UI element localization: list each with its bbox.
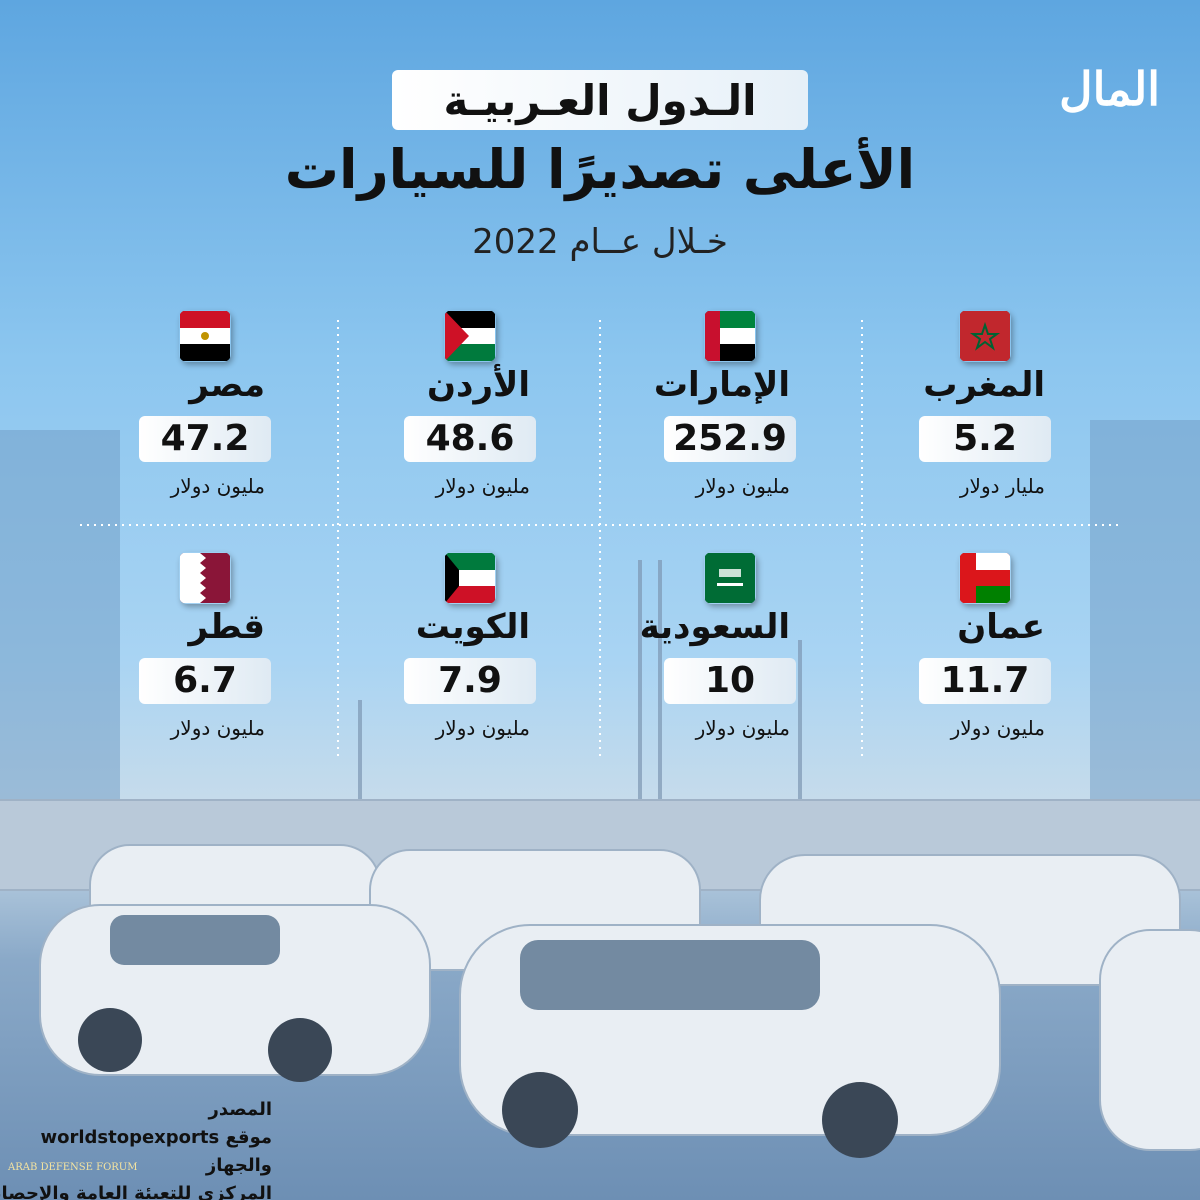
- header-pill: الـدول العـربيـة: [392, 70, 808, 130]
- value-box: 7.9: [404, 658, 536, 704]
- source-label: المصدر: [208, 1099, 273, 1120]
- unit: مليون دولار: [950, 716, 1045, 740]
- subtitle: خـلال عــام 2022: [472, 222, 728, 262]
- country-name: السعودية: [639, 607, 790, 647]
- country-name: الكويت: [415, 607, 530, 647]
- title: الأعلى تصديرًا للسيارات: [284, 138, 916, 201]
- flag: [705, 311, 755, 361]
- flag: [960, 553, 1010, 603]
- country-name: عمان: [957, 607, 1045, 647]
- country-name: الأردن: [426, 365, 530, 405]
- flag: [180, 553, 230, 603]
- flag: [705, 553, 755, 603]
- source: المصدر موقع worldstopexports والجهاز الم…: [0, 1096, 272, 1200]
- unit: مليون دولار: [695, 716, 790, 740]
- unit: مليون دولار: [435, 716, 530, 740]
- flag: [180, 311, 230, 361]
- logo: المال: [1059, 62, 1160, 116]
- value-box: 5.2: [919, 416, 1051, 462]
- source-line: المركزي للتعبئة العامة والإحصاء: [0, 1183, 272, 1200]
- value-box: 47.2: [139, 416, 271, 462]
- value-box: 10: [664, 658, 796, 704]
- flag: [445, 553, 495, 603]
- value-box: 6.7: [139, 658, 271, 704]
- unit: مليون دولار: [170, 474, 265, 498]
- unit: مليون دولار: [170, 716, 265, 740]
- flag: [960, 311, 1010, 361]
- country-name: الإمارات: [653, 365, 790, 405]
- country-name: مصر: [189, 365, 265, 405]
- value-box: 252.9: [664, 416, 796, 462]
- country-name: قطر: [188, 607, 265, 647]
- country-name: المغرب: [923, 365, 1045, 405]
- unit: مليون دولار: [695, 474, 790, 498]
- value-box: 48.6: [404, 416, 536, 462]
- unit: مليون دولار: [435, 474, 530, 498]
- source-line: موقع worldstopexports والجهاز: [40, 1127, 272, 1176]
- unit: مليار دولار: [959, 474, 1045, 498]
- flag: [445, 311, 495, 361]
- watermark: ARAB DEFENSE FORUM: [8, 1162, 138, 1173]
- value-box: 11.7: [919, 658, 1051, 704]
